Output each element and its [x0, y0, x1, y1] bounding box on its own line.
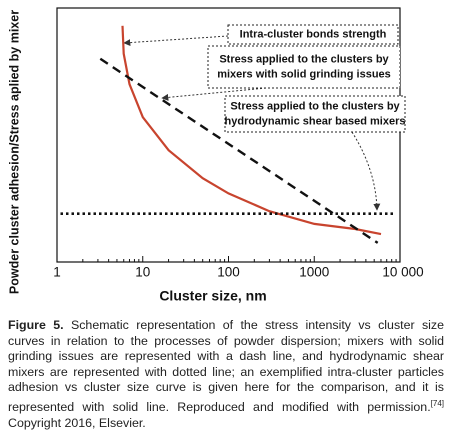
x-tick-label: 10 [135, 265, 150, 280]
caption-text: Schematic representation of the stress i… [8, 318, 445, 415]
caption-text: Copyright 2016, Elsevier. [8, 415, 146, 430]
caption-reference: [74] [430, 398, 444, 408]
annotation-text: hydrodynamic shear based mixers [225, 115, 406, 127]
x-tick-label: 1 [53, 265, 61, 280]
caption: Figure 5. Schematic representation of th… [8, 318, 444, 431]
caption-label: Figure 5. [8, 318, 64, 332]
series-line [99, 57, 379, 244]
arrow [123, 35, 229, 47]
x-axis-label: Cluster size, nm [159, 288, 266, 304]
x-tick-label: 100 [217, 265, 240, 280]
series-line [121, 25, 382, 236]
chart: Cluster size, nm Powder cluster adhesion… [7, 7, 424, 304]
arrow [161, 87, 267, 101]
y-axis-label: Powder cluster adhesion/Stress aplied by… [7, 10, 21, 294]
annotation-box [224, 95, 406, 133]
annotation-box [227, 24, 399, 45]
x-tick-label: 10 000 [382, 265, 423, 280]
annotation-text: mixers with solid grinding issues [217, 68, 391, 80]
x-tick-label: 1000 [299, 265, 329, 280]
annotation-text: Intra-cluster bonds strength [240, 28, 387, 40]
annotation-text: Stress applied to the clusters by [219, 53, 389, 65]
annotation-text: Stress applied to the clusters by [230, 100, 400, 112]
arrow [351, 131, 381, 211]
annotation-box [207, 45, 401, 89]
